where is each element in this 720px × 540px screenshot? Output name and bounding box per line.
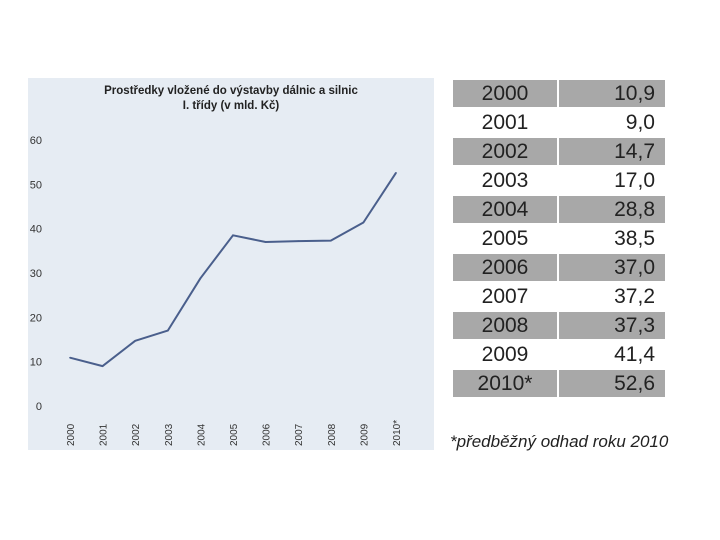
chart-title-line2: I. třídy (v mld. Kč) (182, 100, 280, 112)
chart-title-line1: Prostředky vložené do výstavby dálnic a … (104, 85, 358, 97)
x-tick-label: 2005 (229, 423, 240, 446)
y-tick-label: 20 (30, 312, 42, 324)
table-row: 2009 41,4 (453, 341, 665, 368)
data-table-wrapper: 2000 10,9 2001 9,0 2002 14,7 2003 17,0 2004 28,8 2… (451, 78, 667, 399)
table-row: 2007 37,2 (453, 283, 665, 310)
data-point (297, 240, 300, 242)
data-point (330, 239, 332, 242)
x-tick-label: 2008 (327, 423, 338, 446)
y-tick-label: 60 (30, 135, 42, 147)
line-chart: 0 10 20 30 40 50 60 2000 2001 2002 2003 2004 2005 200… (30, 135, 403, 446)
data-table: 2000 10,9 2001 9,0 2002 14,7 2003 17,0 2004 28,8 2… (451, 78, 667, 399)
table-cell-year: 2008 (453, 312, 557, 339)
table-cell-year: 2006 (453, 254, 557, 281)
data-point (167, 329, 169, 332)
data-point (134, 340, 136, 342)
table-cell-value: 38,5 (559, 225, 665, 252)
table-cell-value: 28,8 (559, 196, 665, 223)
table-cell-year: 2009 (453, 341, 557, 368)
data-point (69, 356, 71, 359)
table-cell-value: 14,7 (559, 138, 665, 165)
y-tick-label: 10 (30, 357, 42, 369)
table-cell-year: 2003 (453, 167, 557, 194)
y-tick-label: 0 (36, 401, 42, 413)
table-cell-value: 37,2 (559, 283, 665, 310)
data-point (232, 234, 234, 237)
table-cell-year: 2005 (453, 225, 557, 252)
y-tick-label: 40 (30, 224, 42, 236)
table-row: 2001 9,0 (453, 109, 665, 136)
table-row: 2004 28,8 (453, 196, 665, 223)
table-cell-value: 41,4 (559, 341, 665, 368)
x-tick-label: 2006 (262, 423, 273, 446)
table-row: 2000 10,9 (453, 80, 665, 107)
x-tick-label: 2010* (392, 420, 403, 446)
table-cell-year: 2002 (453, 138, 557, 165)
table-cell-value: 9,0 (559, 109, 665, 136)
table-row: 2008 37,3 (453, 312, 665, 339)
y-tick-label: 30 (30, 268, 42, 280)
chart-panel: Prostředky vložené do výstavby dálnic a … (28, 78, 434, 450)
data-point (395, 172, 397, 174)
data-point (101, 365, 104, 367)
x-tick-label: 2000 (66, 423, 77, 446)
table-cell-value: 52,6 (559, 370, 665, 397)
table-cell-year: 2004 (453, 196, 557, 223)
chart-title: Prostředky vložené do výstavby dálnic a … (28, 84, 434, 114)
table-cell-value: 37,3 (559, 312, 665, 339)
table-row: 2010* 52,6 (453, 370, 665, 397)
table-cell-value: 17,0 (559, 167, 665, 194)
data-point (199, 277, 202, 280)
x-tick-label: 2001 (99, 423, 110, 446)
data-point (264, 241, 267, 243)
data-point (362, 221, 365, 224)
x-tick-label: 2002 (131, 423, 142, 446)
x-tick-label: 2007 (294, 423, 305, 446)
table-cell-year: 2010* (453, 370, 557, 397)
x-tick-label: 2009 (359, 423, 370, 446)
series-line (69, 172, 397, 368)
table-row: 2002 14,7 (453, 138, 665, 165)
footnote: *předběžný odhad roku 2010 (450, 432, 669, 451)
table-row: 2006 37,0 (453, 254, 665, 281)
table-row: 2005 38,5 (453, 225, 665, 252)
y-tick-label: 50 (30, 179, 42, 191)
table-cell-year: 2007 (453, 283, 557, 310)
table-cell-year: 2000 (453, 80, 557, 107)
x-tick-label: 2004 (196, 423, 207, 446)
table-row: 2003 17,0 (453, 167, 665, 194)
table-cell-year: 2001 (453, 109, 557, 136)
table-cell-value: 37,0 (559, 254, 665, 281)
x-tick-label: 2003 (164, 423, 175, 446)
table-cell-value: 10,9 (559, 80, 665, 107)
